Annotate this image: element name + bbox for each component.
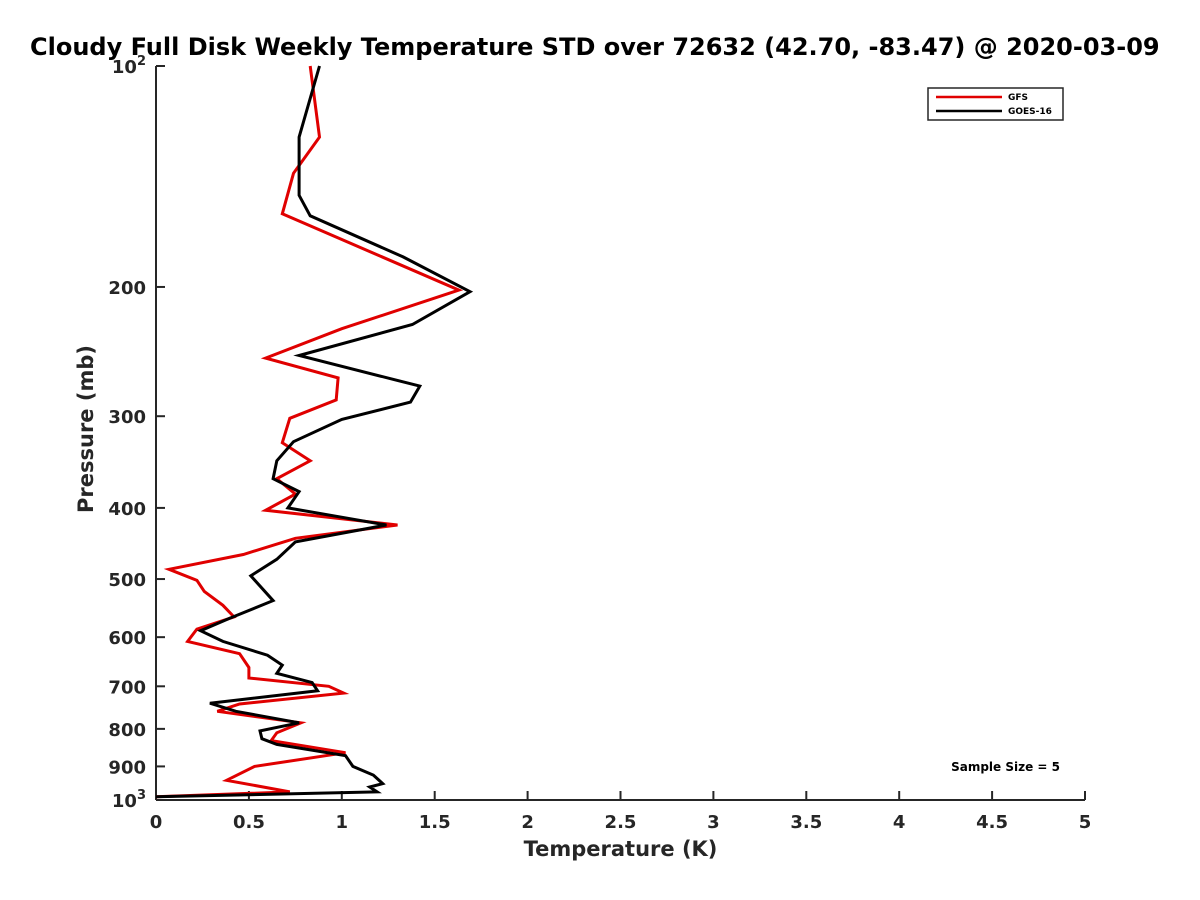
x-tick-label: 3: [707, 812, 720, 833]
x-tick-label: 1.5: [419, 812, 451, 833]
y-tick-label: 400: [108, 499, 146, 520]
x-tick-label: 4: [893, 812, 906, 833]
y-tick-label: 103: [112, 788, 146, 812]
x-tick-label: 0.5: [233, 812, 265, 833]
y-tick-label: 200: [108, 278, 146, 299]
legend-label: GFS: [1008, 93, 1028, 103]
x-tick-label: 4.5: [976, 812, 1008, 833]
y-tick-label: 500: [108, 570, 146, 591]
y-tick-label: 700: [108, 677, 146, 698]
x-tick-label: 5: [1079, 812, 1092, 833]
chart-title: Cloudy Full Disk Weekly Temperature STD …: [30, 33, 1160, 61]
y-tick-label: 800: [108, 720, 146, 741]
y-tick-base: 10: [112, 57, 137, 78]
y-tick-base: 10: [112, 791, 137, 812]
series-lines: [155, 65, 474, 799]
x-axis-ticks: 0 0.5 1 1.5 2 2.5 3 3.5 4 4.5 5: [150, 791, 1092, 833]
y-axis-label: Pressure (mb): [74, 345, 98, 513]
y-tick-exponent: 2: [137, 54, 146, 69]
y-tick-label: 900: [108, 757, 146, 778]
x-tick-label: 3.5: [790, 812, 822, 833]
y-tick-label: 102: [112, 54, 146, 78]
series-line-gfs: [155, 65, 464, 799]
series-line-goes-16: [155, 65, 474, 799]
y-tick-label: 300: [108, 407, 146, 428]
sample-size-annotation: Sample Size = 5: [951, 760, 1060, 774]
legend-box: [927, 87, 1064, 121]
x-tick-label: 0: [150, 812, 163, 833]
legend-label: GOES-16: [1008, 107, 1052, 117]
x-tick-label: 2: [521, 812, 534, 833]
x-axis-label: Temperature (K): [524, 837, 718, 861]
y-tick-label: 600: [108, 628, 146, 649]
x-tick-label: 1: [336, 812, 349, 833]
x-tick-label: 2.5: [605, 812, 637, 833]
legend: GFS GOES-16: [927, 87, 1064, 121]
y-tick-exponent: 3: [137, 788, 146, 803]
plot-area: 0 0.5 1 1.5 2 2.5 3 3.5 4 4.5 5 102200300400500600…: [108, 54, 1091, 833]
